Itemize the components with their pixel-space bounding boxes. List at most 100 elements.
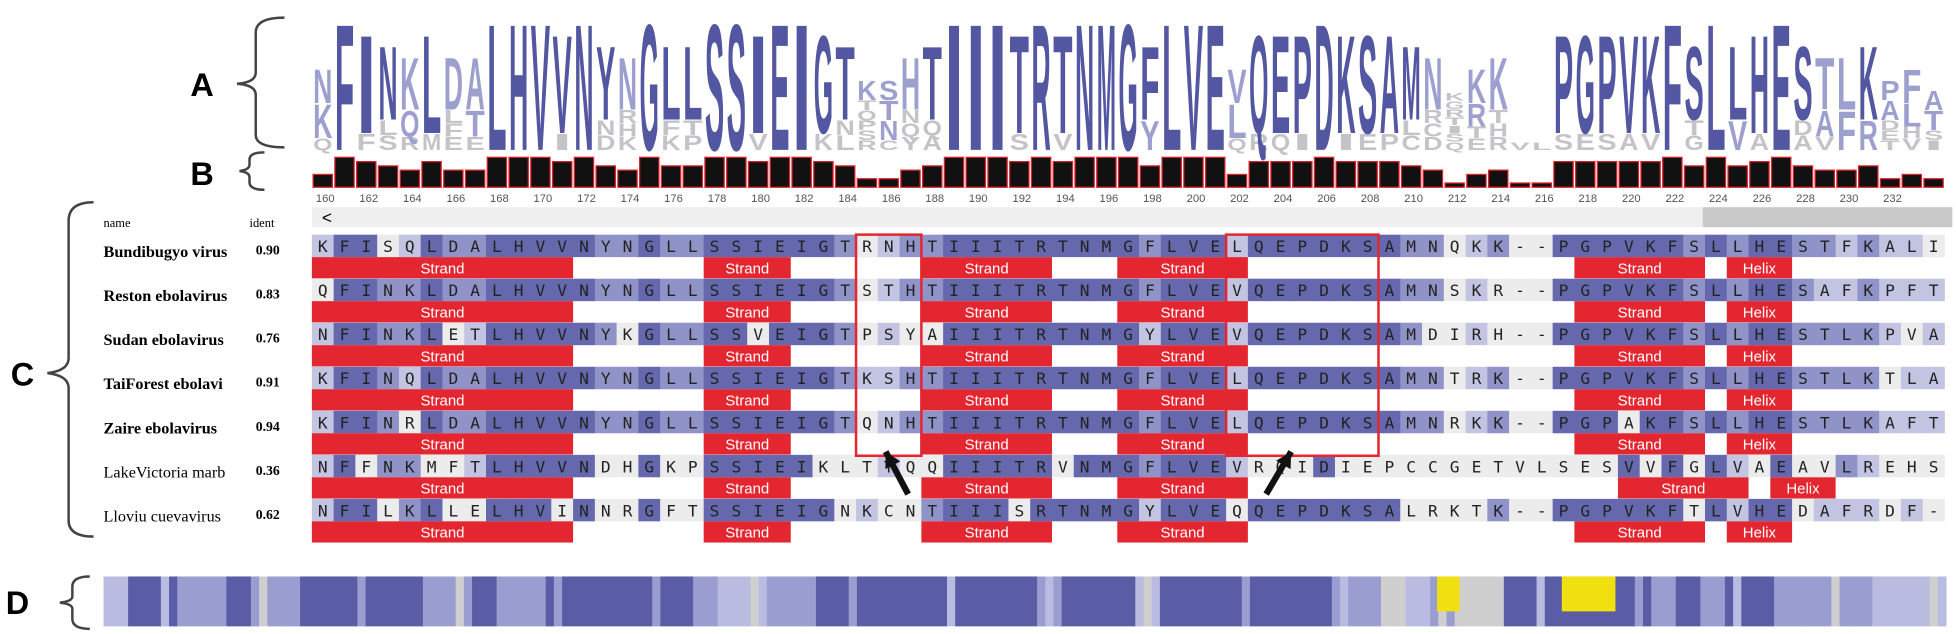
residue-cell <box>1857 498 1880 522</box>
residue: N <box>623 281 633 300</box>
overview-cell <box>1356 576 1366 627</box>
residue: F <box>1667 501 1677 520</box>
overview-cell <box>742 576 751 627</box>
residue-cell <box>1639 366 1662 390</box>
logo-letter: T <box>1489 106 1508 127</box>
residue: I <box>1341 457 1351 476</box>
residue: A <box>1798 457 1808 476</box>
scroll-button[interactable]: < <box>322 207 332 227</box>
residue: L <box>688 237 698 256</box>
residue: L <box>492 369 502 388</box>
residue: G <box>1450 457 1460 476</box>
residue-cell <box>747 278 770 302</box>
conservation-bar <box>1226 173 1248 188</box>
residue-cell <box>1400 454 1423 478</box>
residue-cell <box>1879 278 1902 302</box>
conservation-bar <box>1640 160 1661 188</box>
residue-cell <box>1226 234 1249 258</box>
scrollbar[interactable] <box>311 207 1953 228</box>
residue-cell <box>834 498 857 522</box>
residue: H <box>906 237 916 256</box>
residue-cell <box>1813 366 1836 390</box>
residue-cell <box>1378 322 1401 346</box>
residue: P <box>862 325 872 344</box>
overview-cell <box>1389 576 1398 627</box>
residue: S <box>731 325 741 344</box>
residue: G <box>819 325 829 344</box>
logo-letter: V <box>1184 0 1203 189</box>
logo-letter: E <box>1358 129 1377 155</box>
residue: L <box>1232 369 1242 388</box>
residue: N <box>1080 281 1090 300</box>
residue: E <box>1210 281 1220 300</box>
structure-label: Strand <box>1161 348 1205 365</box>
residue: I <box>971 457 981 476</box>
residue-cell <box>1378 498 1401 522</box>
residue: M <box>1102 457 1112 476</box>
residue: P <box>1559 325 1569 344</box>
position-tick: 188 <box>925 193 944 205</box>
residue-cell <box>1617 278 1641 302</box>
position-dot: . <box>1579 193 1582 205</box>
residue: F <box>666 501 676 520</box>
structure-label: Strand <box>1161 436 1205 453</box>
residue: V <box>557 325 567 344</box>
logo-letter: T <box>683 115 703 139</box>
logo-letter: E <box>1576 129 1595 155</box>
overview-cell <box>504 576 514 627</box>
residue: A <box>470 413 480 432</box>
residue: I <box>797 281 807 300</box>
residue-cell <box>1356 278 1379 302</box>
overview-cell <box>1618 576 1628 627</box>
overview-cell <box>406 576 416 627</box>
residue-cell <box>1792 454 1815 478</box>
residue: S <box>731 457 741 476</box>
residue-cell <box>1683 234 1706 258</box>
residue-cell <box>1509 366 1532 390</box>
residue: E <box>1276 413 1286 432</box>
residue-cell <box>1552 322 1575 346</box>
residue-cell <box>333 234 356 258</box>
conservation-bar <box>1531 182 1553 188</box>
structure-bar <box>1726 345 1793 367</box>
residue-cell <box>1247 410 1271 434</box>
logo-letter: L <box>1402 115 1421 139</box>
residue-cell <box>1378 366 1401 390</box>
structure-bar <box>1726 521 1793 543</box>
residue-cell <box>1857 278 1880 302</box>
residue: K <box>1863 281 1873 300</box>
overview-cell <box>1888 576 1898 627</box>
overview-cell <box>1724 576 1734 627</box>
residue: I <box>993 413 1003 432</box>
residue: T <box>927 369 937 388</box>
residue-cell <box>1813 322 1836 346</box>
residue: E <box>1210 457 1220 476</box>
overview-cell <box>381 576 391 627</box>
residue-cell <box>638 234 661 258</box>
overview-cell <box>226 576 236 627</box>
residue-cell <box>747 410 770 434</box>
residue-cell <box>529 410 552 434</box>
conservation-bar <box>1575 160 1596 188</box>
residue: N <box>623 369 633 388</box>
overview-cell <box>169 576 178 627</box>
residue: S <box>1363 237 1373 256</box>
residue: G <box>1123 281 1133 300</box>
overview-cell <box>1135 576 1145 627</box>
residue: P <box>1559 369 1569 388</box>
structure-bar <box>703 521 791 543</box>
residue: P <box>1297 501 1307 520</box>
scroll-thumb[interactable] <box>1702 207 1953 228</box>
logo-letter: S <box>857 128 876 143</box>
residue-cell <box>442 366 465 390</box>
residue-cell <box>1509 454 1532 478</box>
logo-letter: H <box>1750 6 1769 163</box>
logo-letter: L <box>1902 97 1921 133</box>
conservation-bar <box>878 178 899 188</box>
residue-cell <box>1487 454 1510 478</box>
residue: R <box>862 237 872 256</box>
residue: G <box>644 457 654 476</box>
residue-cell <box>1356 366 1379 390</box>
residue-cell <box>616 498 639 522</box>
residue-cell <box>1661 498 1684 522</box>
